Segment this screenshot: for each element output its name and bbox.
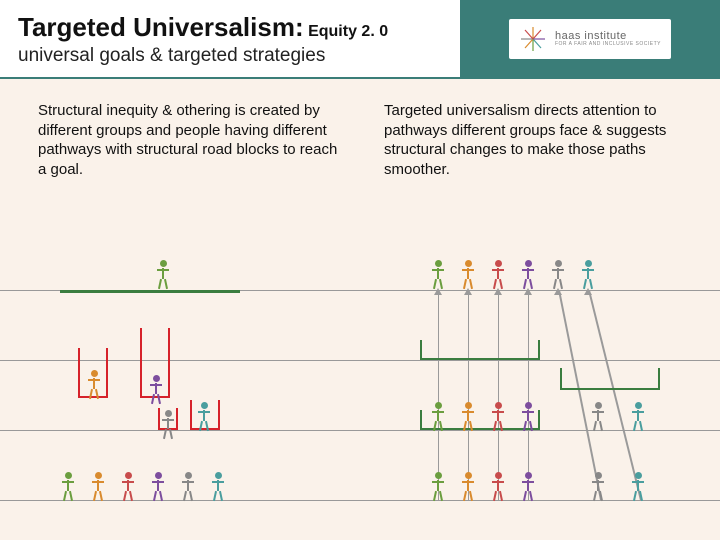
content-columns: Structural inequity & othering is create… bbox=[0, 79, 720, 179]
path-arrow bbox=[588, 290, 641, 500]
stick-figure-icon bbox=[430, 260, 446, 290]
path-arrow bbox=[468, 290, 470, 500]
stick-figure-icon bbox=[490, 402, 506, 432]
stick-figure-icon bbox=[180, 472, 196, 502]
stick-figure-icon bbox=[630, 402, 646, 432]
stick-figure-icon bbox=[196, 402, 212, 432]
stick-figure-icon bbox=[150, 472, 166, 502]
stick-figure-icon bbox=[430, 402, 446, 432]
stick-figure-icon bbox=[60, 472, 76, 502]
logo: haas institute FOR A FAIR AND INCLUSIVE … bbox=[509, 19, 671, 59]
baseline bbox=[0, 500, 720, 501]
stick-figure-icon bbox=[460, 472, 476, 502]
path-arrow bbox=[438, 290, 440, 500]
stick-figure-icon bbox=[520, 472, 536, 502]
platform-green bbox=[420, 340, 540, 360]
stick-figure-icon bbox=[520, 402, 536, 432]
stick-figure-icon bbox=[630, 472, 646, 502]
stick-figure-icon bbox=[590, 472, 606, 502]
stick-figure-icon bbox=[90, 472, 106, 502]
stick-figure-icon bbox=[520, 260, 536, 290]
left-column-text: Structural inequity & othering is create… bbox=[38, 101, 344, 179]
stick-figure-icon bbox=[490, 260, 506, 290]
logo-title: haas institute bbox=[555, 31, 661, 42]
logo-text: haas institute FOR A FAIR AND INCLUSIVE … bbox=[555, 31, 661, 47]
diagram-area bbox=[0, 250, 720, 540]
baseline bbox=[0, 360, 720, 361]
path-arrow bbox=[558, 290, 601, 500]
stick-figure-icon bbox=[148, 375, 164, 405]
platform-green bbox=[560, 368, 660, 390]
path-arrow bbox=[528, 290, 530, 500]
goal-line bbox=[60, 290, 240, 293]
stick-figure-icon bbox=[460, 402, 476, 432]
stick-figure-icon bbox=[120, 472, 136, 502]
logo-subtitle: FOR A FAIR AND INCLUSIVE SOCIETY bbox=[555, 42, 661, 47]
stick-figure-icon bbox=[550, 260, 566, 290]
stick-figure-icon bbox=[490, 472, 506, 502]
title-suffix: Equity 2. 0 bbox=[308, 23, 388, 40]
header-accent-bar: haas institute FOR A FAIR AND INCLUSIVE … bbox=[460, 0, 720, 77]
stick-figure-icon bbox=[580, 260, 596, 290]
stick-figure-icon bbox=[460, 260, 476, 290]
baseline bbox=[0, 430, 720, 431]
stick-figure-icon bbox=[86, 370, 102, 400]
path-arrow bbox=[498, 290, 500, 500]
stick-figure-icon bbox=[155, 260, 171, 290]
right-column-text: Targeted universalism directs attention … bbox=[384, 101, 690, 179]
stick-figure-icon bbox=[160, 410, 176, 440]
stick-figure-icon bbox=[210, 472, 226, 502]
title-main: Targeted Universalism: bbox=[18, 12, 304, 42]
header: Targeted Universalism: Equity 2. 0 unive… bbox=[0, 0, 720, 79]
logo-burst-icon bbox=[519, 25, 547, 53]
stick-figure-icon bbox=[430, 472, 446, 502]
stick-figure-icon bbox=[590, 402, 606, 432]
